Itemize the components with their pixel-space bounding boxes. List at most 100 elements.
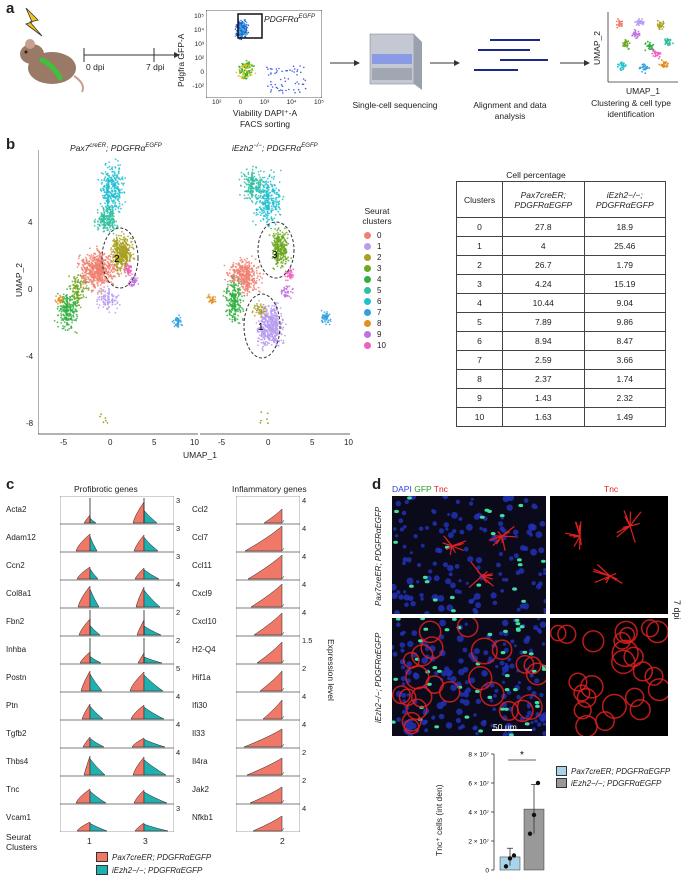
legend-dot: [364, 254, 371, 261]
data-point: [503, 864, 509, 869]
stain-label: DAPI GFP Tnc: [392, 484, 448, 494]
legend-label: 3: [377, 264, 382, 273]
umap-xtick: 10: [344, 438, 353, 447]
table-cell: 1.74: [583, 369, 667, 389]
micrograph-tnc-pax7: [550, 496, 668, 614]
facs-xtick: 10²: [212, 99, 222, 106]
violin-legend-item: iEzh2−/−; PDGFRαEGFP: [96, 865, 211, 875]
legend-label: 9: [377, 330, 382, 339]
violin-row-label: Ccn2: [6, 561, 25, 570]
violin-scale-tick: 4: [302, 608, 307, 617]
umap-left-ann: 2: [114, 254, 120, 265]
violin-scale-tick: 4: [176, 748, 181, 757]
violin-shape: [76, 821, 91, 832]
violin-x-label: 1: [87, 836, 92, 846]
table-header: Pax7creER; PDGFRαEGFP: [502, 181, 585, 218]
table-cell: 27.8: [502, 217, 585, 237]
violin-shape: [263, 508, 283, 524]
data-point: [507, 856, 513, 861]
violin-shape: [75, 788, 91, 804]
table-row: 4 10.44 9.04: [455, 293, 667, 313]
seurat-legend-item: 5: [364, 285, 386, 296]
seurat-legend-item: 7: [364, 307, 386, 318]
violin-shape: [281, 631, 285, 636]
violin-shape: [281, 687, 285, 692]
violin-row-frame: [236, 803, 300, 832]
violin-shape: [130, 704, 145, 720]
legend-label: 6: [377, 297, 382, 306]
violin-row-frame: [60, 523, 174, 553]
violin-x-label: 3: [143, 836, 148, 846]
table-header: iEzh2−/−; PDGFRαEGFP: [583, 181, 667, 218]
violin-row-label: Ifi30: [192, 701, 208, 710]
violin-shape: [252, 815, 283, 832]
legend-label: iEzh2−/−; PDGFRαEGFP: [571, 778, 662, 788]
significance-star: *: [520, 750, 524, 761]
violin-scale-tick: 2: [302, 748, 307, 757]
violin-scale-tick: 2: [176, 636, 181, 645]
legend-label: iEzh2−/−; PDGFRαEGFP: [112, 865, 203, 875]
violin-shape: [143, 625, 162, 636]
legend-swatch: [556, 778, 567, 788]
umap-xtick: 5: [152, 438, 157, 447]
micrograph-tnc-iezh2: [550, 618, 668, 736]
table-row: 10 1.63 1.49: [455, 407, 667, 427]
violin-shape: [134, 822, 145, 832]
table-row: 7 2.59 3.66: [455, 350, 667, 370]
violin-row-frame: [60, 719, 174, 749]
violin-shape: [256, 641, 283, 664]
violin-shape: [143, 738, 166, 748]
violin-shape: [246, 757, 283, 776]
bar-legend-item: iEzh2−/−; PDGFRαEGFP: [556, 778, 670, 788]
violin-row-label: Cxcl10: [192, 617, 217, 626]
violin-scale-tick: 2: [302, 664, 307, 673]
violin-shape: [75, 533, 91, 552]
violin-shape: [89, 705, 104, 720]
legend-dot: [364, 232, 371, 239]
table-cell: 4: [455, 293, 504, 313]
umap-left-title: Pax7creER; PDGFRαEGFP: [70, 143, 162, 153]
mini-umap: [607, 12, 678, 83]
data-point: [531, 812, 537, 818]
facs-gate-label: PDGFRαEGFP: [264, 14, 315, 24]
violin-row-label: H2-Q4: [192, 645, 216, 654]
table-cell: 9.04: [583, 293, 667, 313]
table-cell: 10: [455, 407, 504, 427]
panel-label-b: b: [6, 136, 16, 153]
arrow-icon: [560, 60, 590, 66]
profibrotic-title: Profibrotic genes: [74, 484, 138, 494]
violin-shape: [250, 583, 283, 608]
facs-ytick: 10⁴: [193, 27, 204, 34]
table-cell: 2.37: [502, 369, 585, 389]
table-row: 1 4 25.46: [455, 236, 667, 256]
legend-label: 4: [377, 275, 382, 284]
violin-shape: [89, 589, 100, 608]
table-cell: 26.7: [502, 255, 585, 275]
violin-row-frame: [60, 635, 174, 665]
seurat-legend-item: 8: [364, 318, 386, 329]
violin-shape: [262, 699, 283, 720]
legend-label: 0: [377, 231, 382, 240]
seurat-legend-title: Seurat clusters: [362, 206, 392, 226]
violin-scale-tick: 3: [176, 496, 181, 505]
injury-mark: [39, 57, 63, 81]
umap-ylabel: UMAP_2: [14, 263, 24, 298]
violin-row-label: Inhba: [6, 645, 27, 654]
violin-shape: [259, 670, 283, 692]
table-header: Clusters: [455, 181, 504, 218]
bar-legend: Pax7creER; PDGFRαEGFP iEzh2−/−; PDGFRαEG…: [556, 766, 670, 788]
violin-scale-tick: 3: [176, 524, 181, 533]
violin-row-label: Acta2: [6, 505, 27, 514]
seurat-legend-item: 3: [364, 263, 386, 274]
seurat-legend-item: 0: [364, 230, 386, 241]
umap-xtick: 0: [108, 438, 113, 447]
gfp-label: GFP: [414, 484, 432, 494]
violin-row-label: Hif1a: [192, 673, 211, 682]
violin-shape: [143, 589, 161, 608]
umap-xtick: -5: [218, 438, 226, 447]
violin-scale-tick: 1.5: [302, 636, 313, 645]
umap-xlabel: UMAP_1: [182, 450, 217, 460]
violin-scale-tick: 4: [302, 496, 307, 505]
violin-shape: [89, 758, 106, 776]
table-cell: 15.19: [583, 274, 667, 294]
